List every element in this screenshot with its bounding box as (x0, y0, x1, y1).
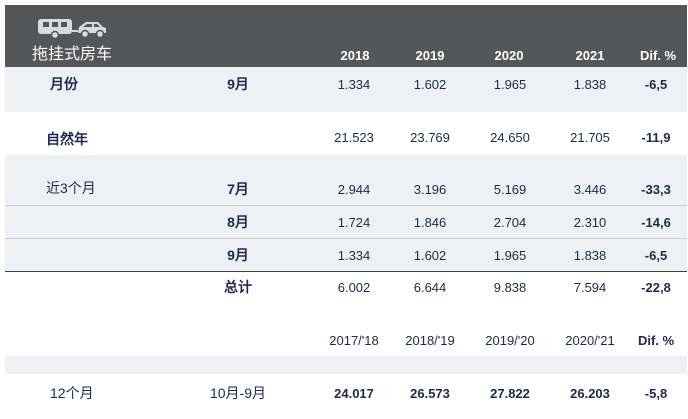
year-row-2020: 24.650 (490, 130, 530, 145)
month-row-period: 9月 (227, 76, 249, 92)
quarter-row-7-dif: -33,3 (641, 182, 671, 197)
header-col-2018: 2018 (340, 48, 370, 63)
season-row-period: 10月-9月 (209, 385, 267, 401)
header-col-2020: 2020 (494, 48, 524, 63)
year-row-dif: -11,9 (641, 130, 671, 145)
quarter-total-2020: 9.838 (493, 280, 527, 295)
quarter-row-9-2021: 1.838 (573, 248, 607, 263)
header-col-2019: 2019 (415, 48, 445, 63)
total-divider (5, 271, 687, 272)
month-row-dif: -6,5 (644, 77, 668, 92)
month-row-2019: 1.602 (413, 77, 447, 92)
season-row-2020: 27.822 (490, 386, 530, 401)
month-row-2021: 1.838 (573, 77, 607, 92)
year-row-2021: 21.705 (570, 130, 610, 145)
season-col-2018-19: 2018/'19 (405, 333, 455, 348)
quarter-total-dif: -22,8 (641, 280, 671, 295)
quarter-total-2019: 6.644 (413, 280, 447, 295)
season-col-2017-18: 2017/'18 (329, 333, 379, 348)
row-divider (5, 238, 687, 239)
season-gap-band (5, 356, 687, 374)
header-col-dif: Dif. % (639, 48, 677, 63)
header-col-2021: 2021 (575, 48, 605, 63)
row-divider (5, 205, 687, 206)
quarter-total-2021: 7.594 (573, 280, 607, 295)
season-col-dif: Dif. % (637, 333, 675, 348)
quarter-row-7-period: 7月 (227, 181, 249, 197)
quarter-row-9-2018: 1.334 (337, 248, 371, 263)
month-row-label: 月份 (50, 76, 78, 92)
month-row-band (5, 67, 687, 112)
year-row-label: 自然年 (46, 131, 88, 147)
quarter-row-8-period: 8月 (227, 214, 249, 230)
year-row-2018: 21.523 (334, 130, 374, 145)
quarter-total-label: 总计 (224, 279, 252, 295)
year-row-2019: 23.769 (410, 130, 450, 145)
quarter-row-8-2019: 1.846 (413, 215, 447, 230)
quarter-row-9-period: 9月 (227, 247, 249, 263)
table-header: 拖挂式房车 2018 2019 2020 2021 Dif. % (5, 5, 687, 67)
season-row-2019: 26.573 (410, 386, 450, 401)
season-col-2019-20: 2019/'20 (485, 333, 535, 348)
quarter-label: 近3个月 (46, 180, 96, 196)
quarter-total-2018: 6.002 (337, 280, 371, 295)
quarter-row-8-2021: 2.310 (573, 215, 607, 230)
quarter-row-9-2020: 1.965 (493, 248, 527, 263)
caravan-car-icon (38, 19, 106, 40)
quarter-row-8-dif: -14,6 (641, 215, 671, 230)
quarter-row-8-2020: 2.704 (493, 215, 527, 230)
quarter-band (5, 155, 687, 271)
month-row-2018: 1.334 (337, 77, 371, 92)
season-col-2020-21: 2020/'21 (565, 333, 615, 348)
season-row-dif: -5,8 (644, 386, 668, 401)
quarter-row-8-2018: 1.724 (337, 215, 371, 230)
header-title: 拖挂式房车 (32, 46, 113, 63)
season-row-2018: 24.017 (334, 386, 374, 401)
season-row-2021: 26.203 (570, 386, 610, 401)
quarter-row-7-2020: 5.169 (493, 182, 527, 197)
quarter-row-9-dif: -6,5 (644, 248, 668, 263)
season-row-label: 12个月 (50, 385, 94, 401)
quarter-row-9-2019: 1.602 (413, 248, 447, 263)
quarter-row-7-2019: 3.196 (413, 182, 447, 197)
quarter-row-7-2021: 3.446 (573, 182, 607, 197)
quarter-row-7-2018: 2.944 (337, 182, 371, 197)
month-row-2020: 1.965 (493, 77, 527, 92)
